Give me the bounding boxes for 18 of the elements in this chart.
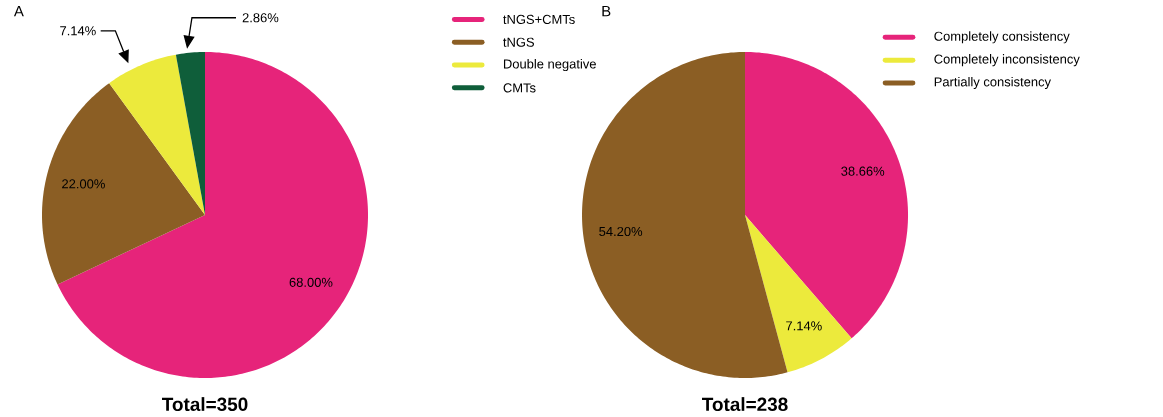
chart-title: A	[13, 5, 24, 17]
data-label: 54.20%	[599, 226, 643, 237]
legend-label: tNGS	[503, 37, 534, 47]
data-label: 2.86%	[242, 13, 279, 23]
text: Total=238	[702, 397, 788, 412]
chart-title: B	[602, 5, 611, 17]
legend-label: Completely inconsistency	[934, 54, 1080, 67]
legend-label: CMTs	[503, 83, 536, 93]
data-label: 38.66%	[841, 166, 885, 176]
data-label: 22.00%	[62, 179, 105, 189]
legend-label: Double negative	[503, 59, 596, 72]
legend-label: Completely consistency	[934, 31, 1070, 44]
text: Total=350	[162, 397, 248, 412]
legend-label: tNGS+CMTs	[503, 14, 575, 24]
legend-label: Partially consistency	[934, 76, 1051, 90]
data-label: 68.00%	[289, 277, 333, 287]
data-label: 7.14%	[786, 321, 822, 331]
data-label: 7.14%	[60, 26, 96, 36]
